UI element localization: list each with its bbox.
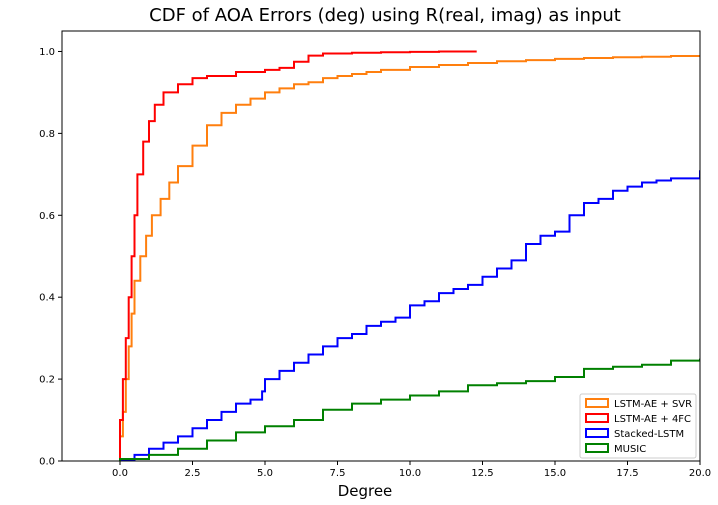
x-axis-label: Degree [338, 482, 393, 500]
y-tick-label: 0.8 [39, 129, 55, 140]
series-line-3 [119, 358, 700, 461]
x-tick-label: 20.0 [689, 468, 711, 479]
legend-label: LSTM-AE + SVR [614, 399, 692, 410]
x-tick-label: 7.5 [330, 468, 346, 479]
x-tick-label: 15.0 [544, 468, 566, 479]
y-tick-label: 0.6 [39, 211, 55, 222]
x-tick-label: 10.0 [399, 468, 421, 479]
y-tick-label: 1.0 [39, 47, 55, 58]
x-tick-label: 17.5 [616, 468, 638, 479]
x-tick-label: 0.0 [112, 468, 128, 479]
y-tick-label: 0.2 [39, 375, 55, 386]
series-line-0 [119, 54, 700, 461]
y-tick-label: 0.4 [39, 293, 55, 304]
legend-label: MUSIC [614, 444, 646, 455]
x-tick-label: 5.0 [257, 468, 273, 479]
legend-label: Stacked-LSTM [614, 429, 684, 440]
legend-swatch [585, 443, 609, 453]
plot-frame [61, 30, 701, 462]
legend-label: LSTM-AE + 4FC [614, 414, 691, 425]
legend-swatch [585, 428, 609, 438]
legend-box [579, 393, 697, 459]
y-tick-label: 0.0 [39, 457, 55, 468]
chart-title: CDF of AOA Errors (deg) using R(real, im… [149, 5, 621, 26]
x-tick-label: 2.5 [185, 468, 201, 479]
series-line-2 [120, 170, 700, 461]
series-line-1 [119, 50, 477, 461]
x-tick-label: 12.5 [471, 468, 493, 479]
legend: LSTM-AE + SVR LSTM-AE + 4FC Stacked-LSTM MU… [579, 393, 697, 459]
legend-swatch [585, 398, 609, 408]
legend-swatch [585, 413, 609, 423]
